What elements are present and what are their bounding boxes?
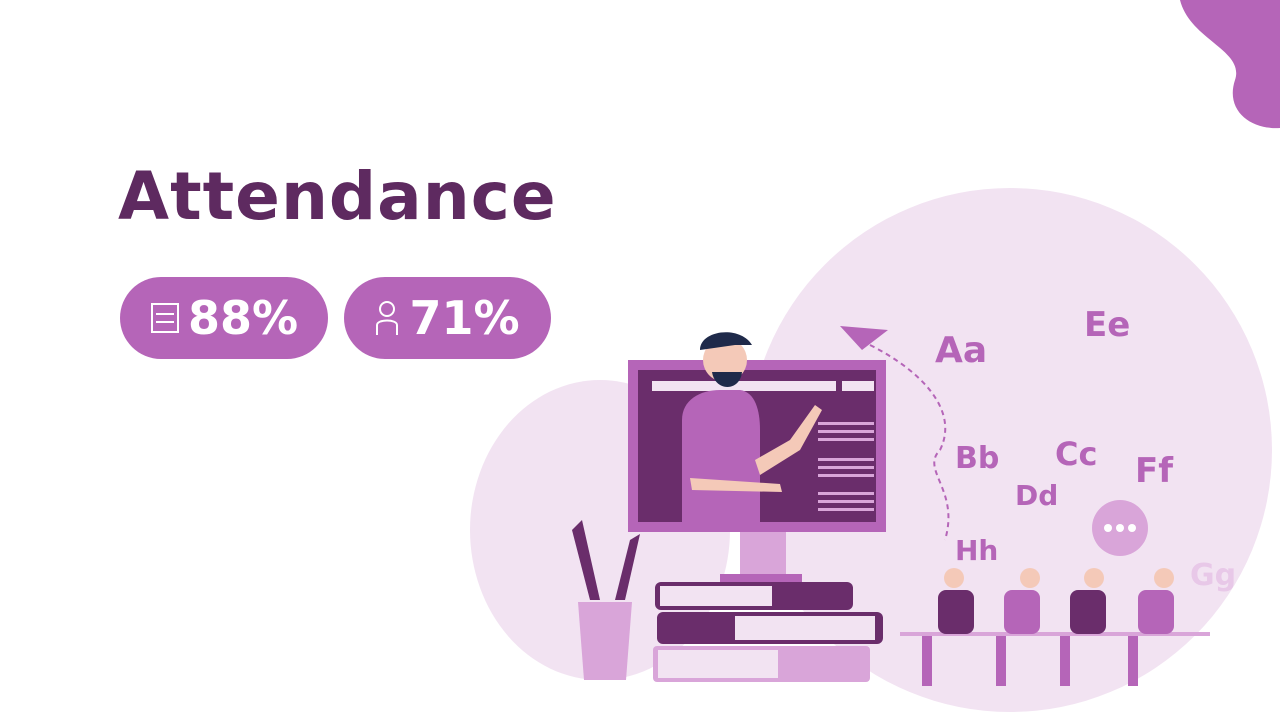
letter: Hh	[955, 534, 998, 567]
screen-lines	[818, 422, 874, 511]
stat-value: 88%	[187, 291, 299, 345]
books	[653, 582, 883, 682]
book-icon	[150, 303, 179, 333]
teacher-beard	[712, 372, 742, 387]
address-bar	[652, 381, 836, 391]
title: Attendance	[118, 158, 557, 235]
bg-circle	[748, 188, 1272, 712]
corner-blob	[1180, 0, 1280, 129]
letter: Ff	[1135, 451, 1174, 491]
teacher-hand	[690, 478, 782, 492]
pencil-cup	[572, 520, 640, 680]
monitor-stand	[740, 530, 786, 578]
letter: Bb	[955, 441, 999, 476]
person-icon	[376, 301, 399, 335]
letter: Ee	[1084, 305, 1130, 345]
monitor-base	[720, 574, 802, 582]
letter: Gg	[1190, 558, 1236, 593]
button-bar	[842, 381, 874, 391]
teacher-head	[703, 338, 747, 382]
teacher-body	[682, 390, 760, 522]
letter: Aa	[935, 330, 987, 371]
stat-value: 71%	[409, 291, 520, 345]
plane-trail	[869, 344, 950, 541]
teacher-hair	[700, 332, 752, 350]
teacher-arm	[755, 405, 822, 475]
students	[900, 568, 1210, 686]
stat-pill: 71%	[344, 277, 551, 359]
stat-pill: 88%	[120, 277, 328, 359]
letter: Dd	[1015, 479, 1058, 512]
bubble-dots	[1104, 524, 1136, 532]
paper-plane	[840, 326, 888, 350]
letter: Cc	[1055, 435, 1097, 473]
